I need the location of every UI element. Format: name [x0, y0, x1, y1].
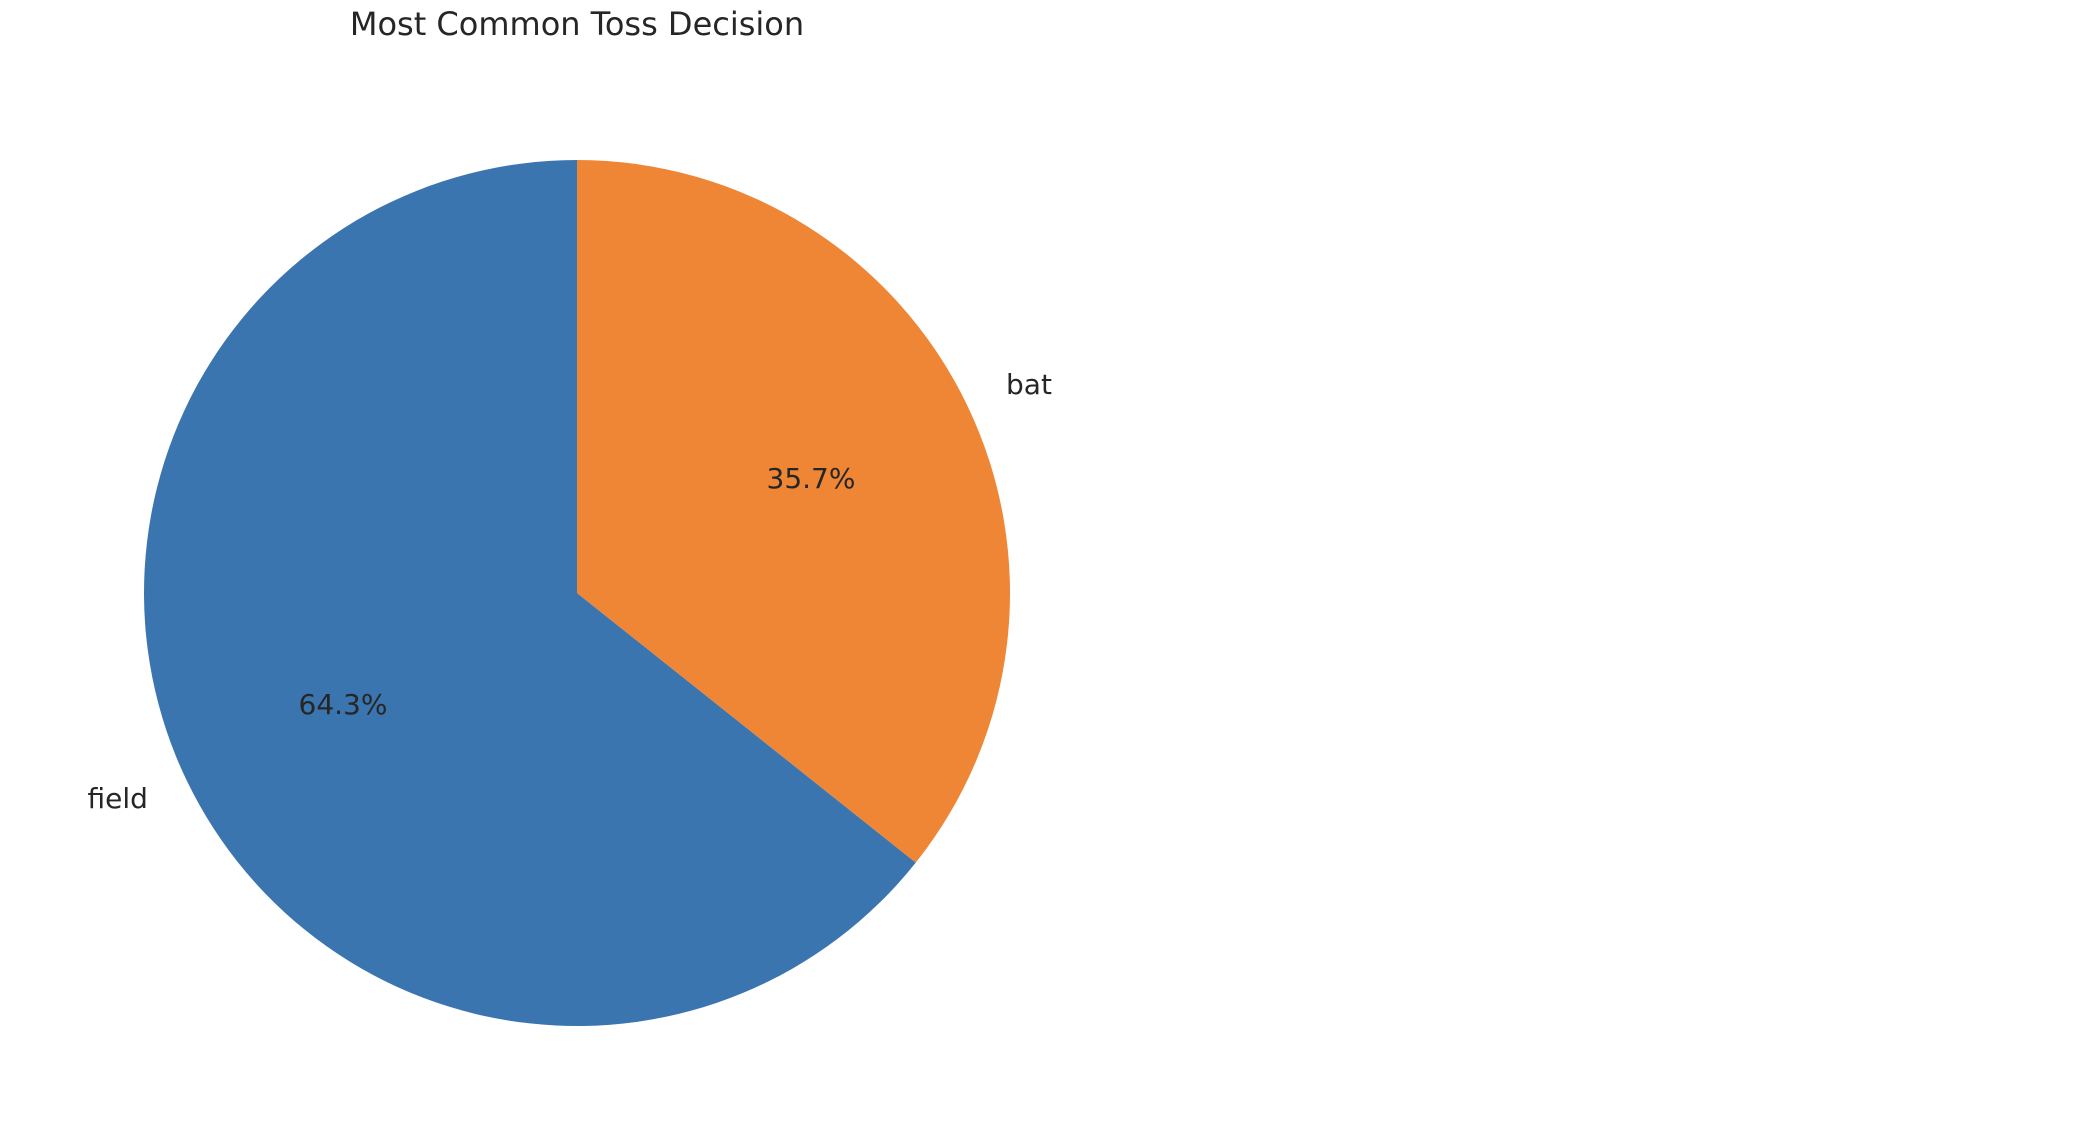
pie-labels: field 64.3% bat 35.7% [88, 368, 1052, 815]
pie-slices [143, 160, 1010, 1027]
pie-slice-field [143, 160, 916, 1027]
percent-label-field: 64.3% [299, 688, 388, 721]
percent-label-bat: 35.7% [767, 462, 856, 495]
slice-label-bat: bat [1006, 368, 1052, 401]
chart-title: Most Common Toss Decision [350, 5, 804, 43]
pie-slice-bat [577, 160, 1010, 863]
slice-label-field: field [88, 782, 148, 815]
